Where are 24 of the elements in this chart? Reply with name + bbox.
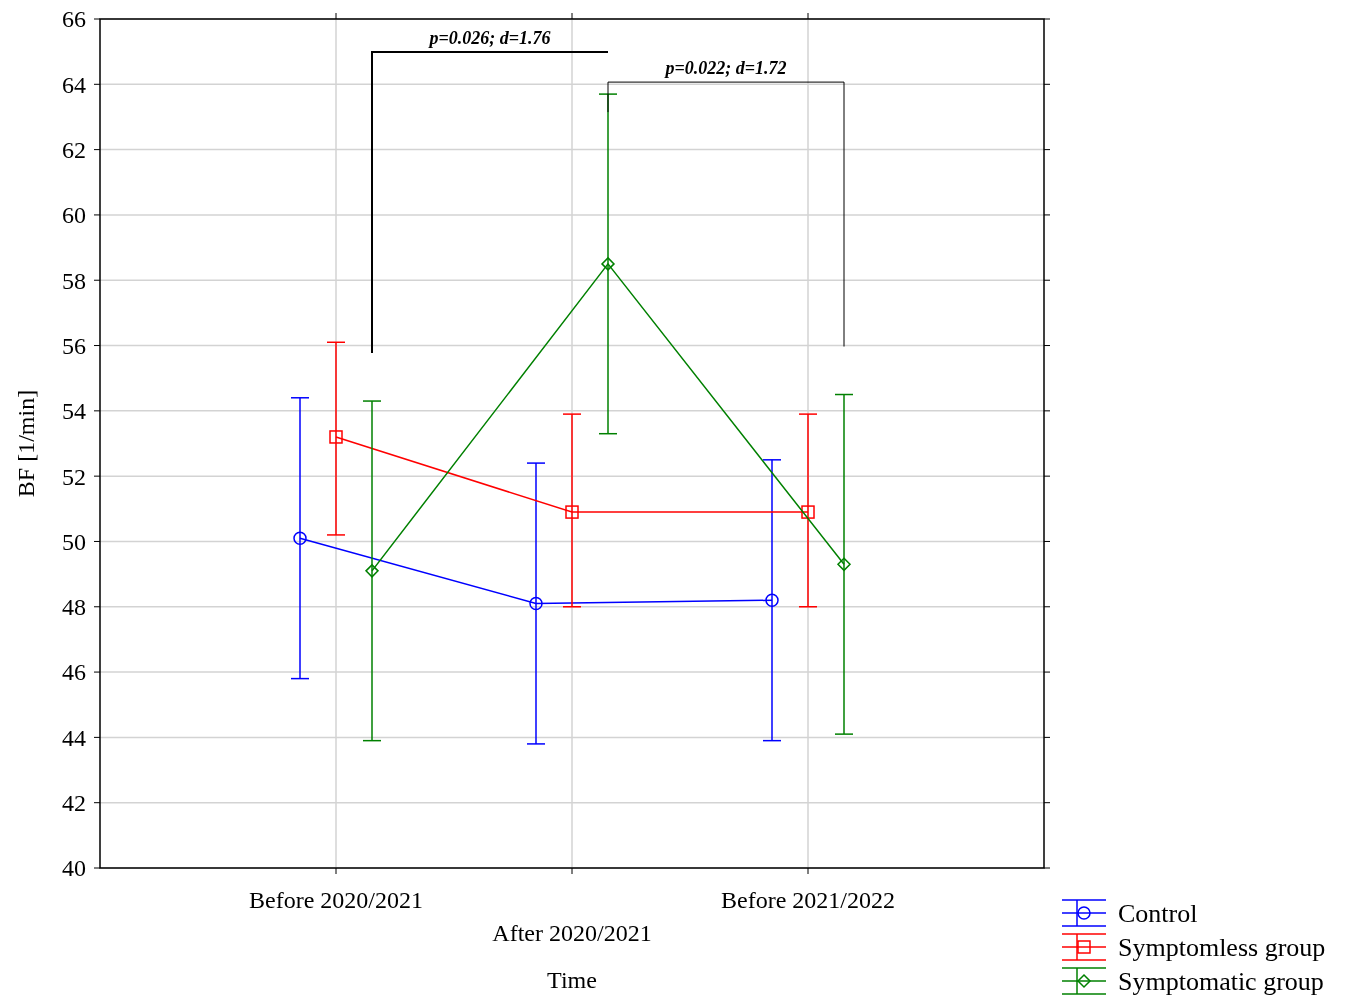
- y-tick-label: 66: [62, 6, 86, 33]
- x-axis-title: Time: [547, 967, 597, 993]
- y-tick-label: 50: [62, 528, 86, 555]
- x-tick-label: Before 2021/2022: [721, 887, 895, 913]
- y-tick-label: 58: [62, 267, 86, 294]
- legend-label: Symptomless group: [1118, 933, 1326, 963]
- y-tick-label: 56: [62, 332, 86, 359]
- y-tick-label: 48: [62, 594, 86, 621]
- y-tick-label: 44: [62, 724, 86, 751]
- y-tick-label: 60: [62, 202, 86, 229]
- x-tick-label: After 2020/2021: [492, 920, 652, 946]
- y-tick-label: 40: [62, 855, 86, 882]
- y-tick-label: 54: [62, 398, 86, 425]
- y-axis-title: BF [1/min]: [13, 389, 39, 498]
- x-tick-label: Before 2020/2021: [249, 887, 423, 913]
- y-tick-label: 62: [62, 137, 86, 164]
- legend-label: Control: [1118, 899, 1198, 929]
- y-tick-label: 52: [62, 463, 86, 490]
- y-tick-label: 64: [62, 71, 86, 98]
- y-tick-label: 42: [62, 790, 86, 817]
- y-tick-label: 46: [62, 659, 86, 686]
- legend-label: Symptomatic group: [1118, 967, 1324, 995]
- annotation: p=0.022; d=1.72: [663, 58, 787, 79]
- annotation: p=0.026; d=1.76: [427, 28, 551, 49]
